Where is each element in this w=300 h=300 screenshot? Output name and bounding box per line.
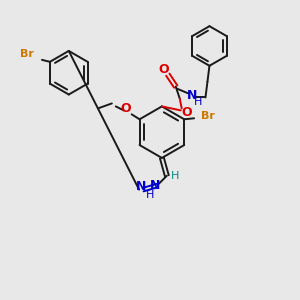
Text: O: O xyxy=(159,63,169,76)
Text: N: N xyxy=(150,179,160,192)
Text: H: H xyxy=(194,98,203,107)
Text: Br: Br xyxy=(20,49,34,59)
Text: N: N xyxy=(136,180,146,193)
Text: Br: Br xyxy=(201,111,215,121)
Text: H: H xyxy=(171,171,179,181)
Text: O: O xyxy=(181,106,192,119)
Text: N: N xyxy=(186,89,197,102)
Text: O: O xyxy=(120,102,131,115)
Text: H: H xyxy=(146,190,154,200)
